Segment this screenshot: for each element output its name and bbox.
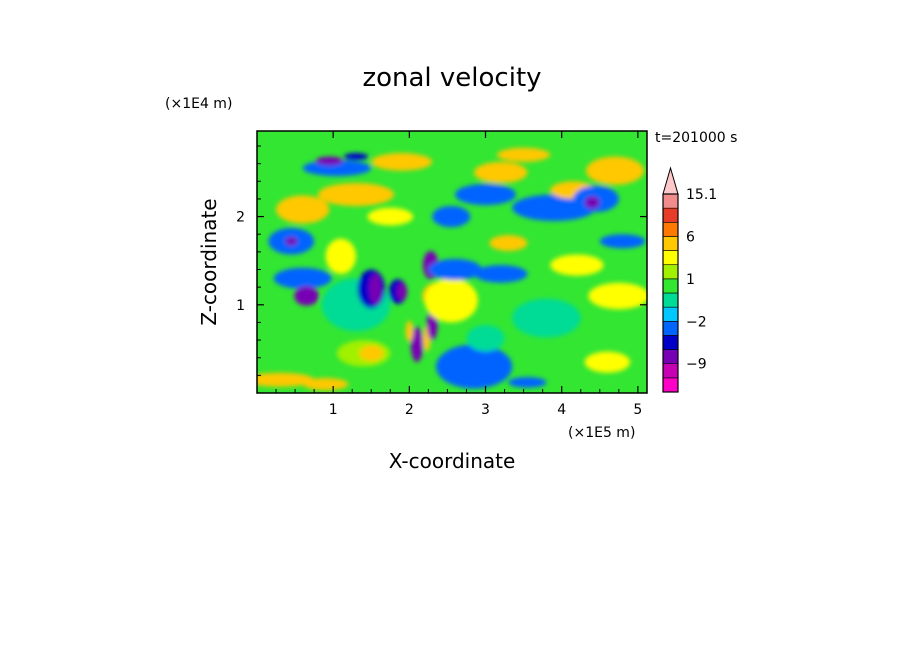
contour-region xyxy=(595,163,619,178)
time-label: t=201000 s xyxy=(655,130,737,146)
colorbar-tick-label: 1 xyxy=(686,272,695,288)
contour-region xyxy=(273,267,332,289)
contour-region xyxy=(276,195,330,224)
colorbar-segment xyxy=(662,264,679,280)
contour-region xyxy=(466,325,505,352)
colorbar-segment xyxy=(662,250,679,266)
x-tick-label: 3 xyxy=(481,402,490,418)
x-tick-label: 5 xyxy=(633,402,642,418)
contour-region xyxy=(302,378,349,391)
colorbar-segment xyxy=(662,221,679,237)
y-axis-label: Z-coordinate xyxy=(197,198,221,325)
x-tick-label: 2 xyxy=(405,402,414,418)
colorbar-segment xyxy=(662,335,679,350)
contour-region xyxy=(371,153,433,171)
contour-plot-area xyxy=(257,131,647,393)
contour-region xyxy=(410,326,424,363)
contour-region xyxy=(489,235,528,251)
y-tick-label: 2 xyxy=(236,210,245,226)
colorbar-tick-label: −2 xyxy=(686,314,707,330)
colorbar: 15.1 6 1 −2 −9 xyxy=(662,166,717,393)
contour-region xyxy=(474,265,528,283)
x-tick-label: 4 xyxy=(557,402,566,418)
colorbar-segment xyxy=(662,236,679,251)
y-axis: 12 xyxy=(236,145,647,376)
chart-title: zonal velocity xyxy=(362,63,541,93)
contour-region xyxy=(512,298,581,338)
colorbar-extension xyxy=(662,166,679,195)
colorbar-segment xyxy=(662,320,679,336)
contour-region xyxy=(584,351,631,373)
contour-region xyxy=(584,196,600,209)
colorbar-segment xyxy=(662,193,679,209)
colorbar-segment xyxy=(662,278,679,294)
contour-region xyxy=(317,183,395,206)
contour-region xyxy=(368,273,382,304)
colorbar-segment xyxy=(662,292,679,308)
x-axis-label: X-coordinate xyxy=(389,449,516,473)
y-scale-label: (×1E4 m) xyxy=(165,96,232,112)
contour-region xyxy=(432,205,471,228)
contour-field xyxy=(257,147,647,391)
contour-region xyxy=(367,207,414,226)
contour-region xyxy=(325,238,357,274)
contour-region xyxy=(424,278,478,323)
contour-region xyxy=(436,344,513,389)
x-scale-label: (×1E5 m) xyxy=(568,425,635,441)
colorbar-segment xyxy=(662,306,679,322)
colorbar-tick-label: 15.1 xyxy=(686,187,717,203)
colorbar-tick-label: 6 xyxy=(686,229,695,245)
contour-region xyxy=(550,254,604,276)
colorbar-segment xyxy=(662,377,679,393)
contour-region xyxy=(474,161,528,184)
colorbar-tick-label: −9 xyxy=(686,357,707,373)
contour-blobs xyxy=(257,147,647,391)
contour-region xyxy=(428,258,482,281)
x-tick-label: 1 xyxy=(329,402,338,418)
colorbar-segment xyxy=(662,363,679,379)
contour-region xyxy=(257,372,315,387)
colorbar-segment xyxy=(662,207,679,223)
contour-region xyxy=(315,156,344,166)
contour-region xyxy=(343,153,369,161)
contour-region xyxy=(496,147,551,162)
contour-region xyxy=(508,377,547,388)
x-axis: 1 2 3 4 5 xyxy=(275,131,642,418)
contour-region xyxy=(405,320,414,342)
contour-region xyxy=(359,345,384,362)
contour-region xyxy=(588,282,647,310)
contour-region xyxy=(599,234,646,249)
plot-frame xyxy=(256,130,648,394)
contour-region xyxy=(396,282,408,301)
contour-region xyxy=(285,236,298,246)
contour-region xyxy=(455,183,516,206)
colorbar-segment xyxy=(662,349,679,365)
colorbar-frame xyxy=(662,193,679,393)
contour-region xyxy=(294,286,319,306)
y-tick-label: 1 xyxy=(236,298,245,314)
